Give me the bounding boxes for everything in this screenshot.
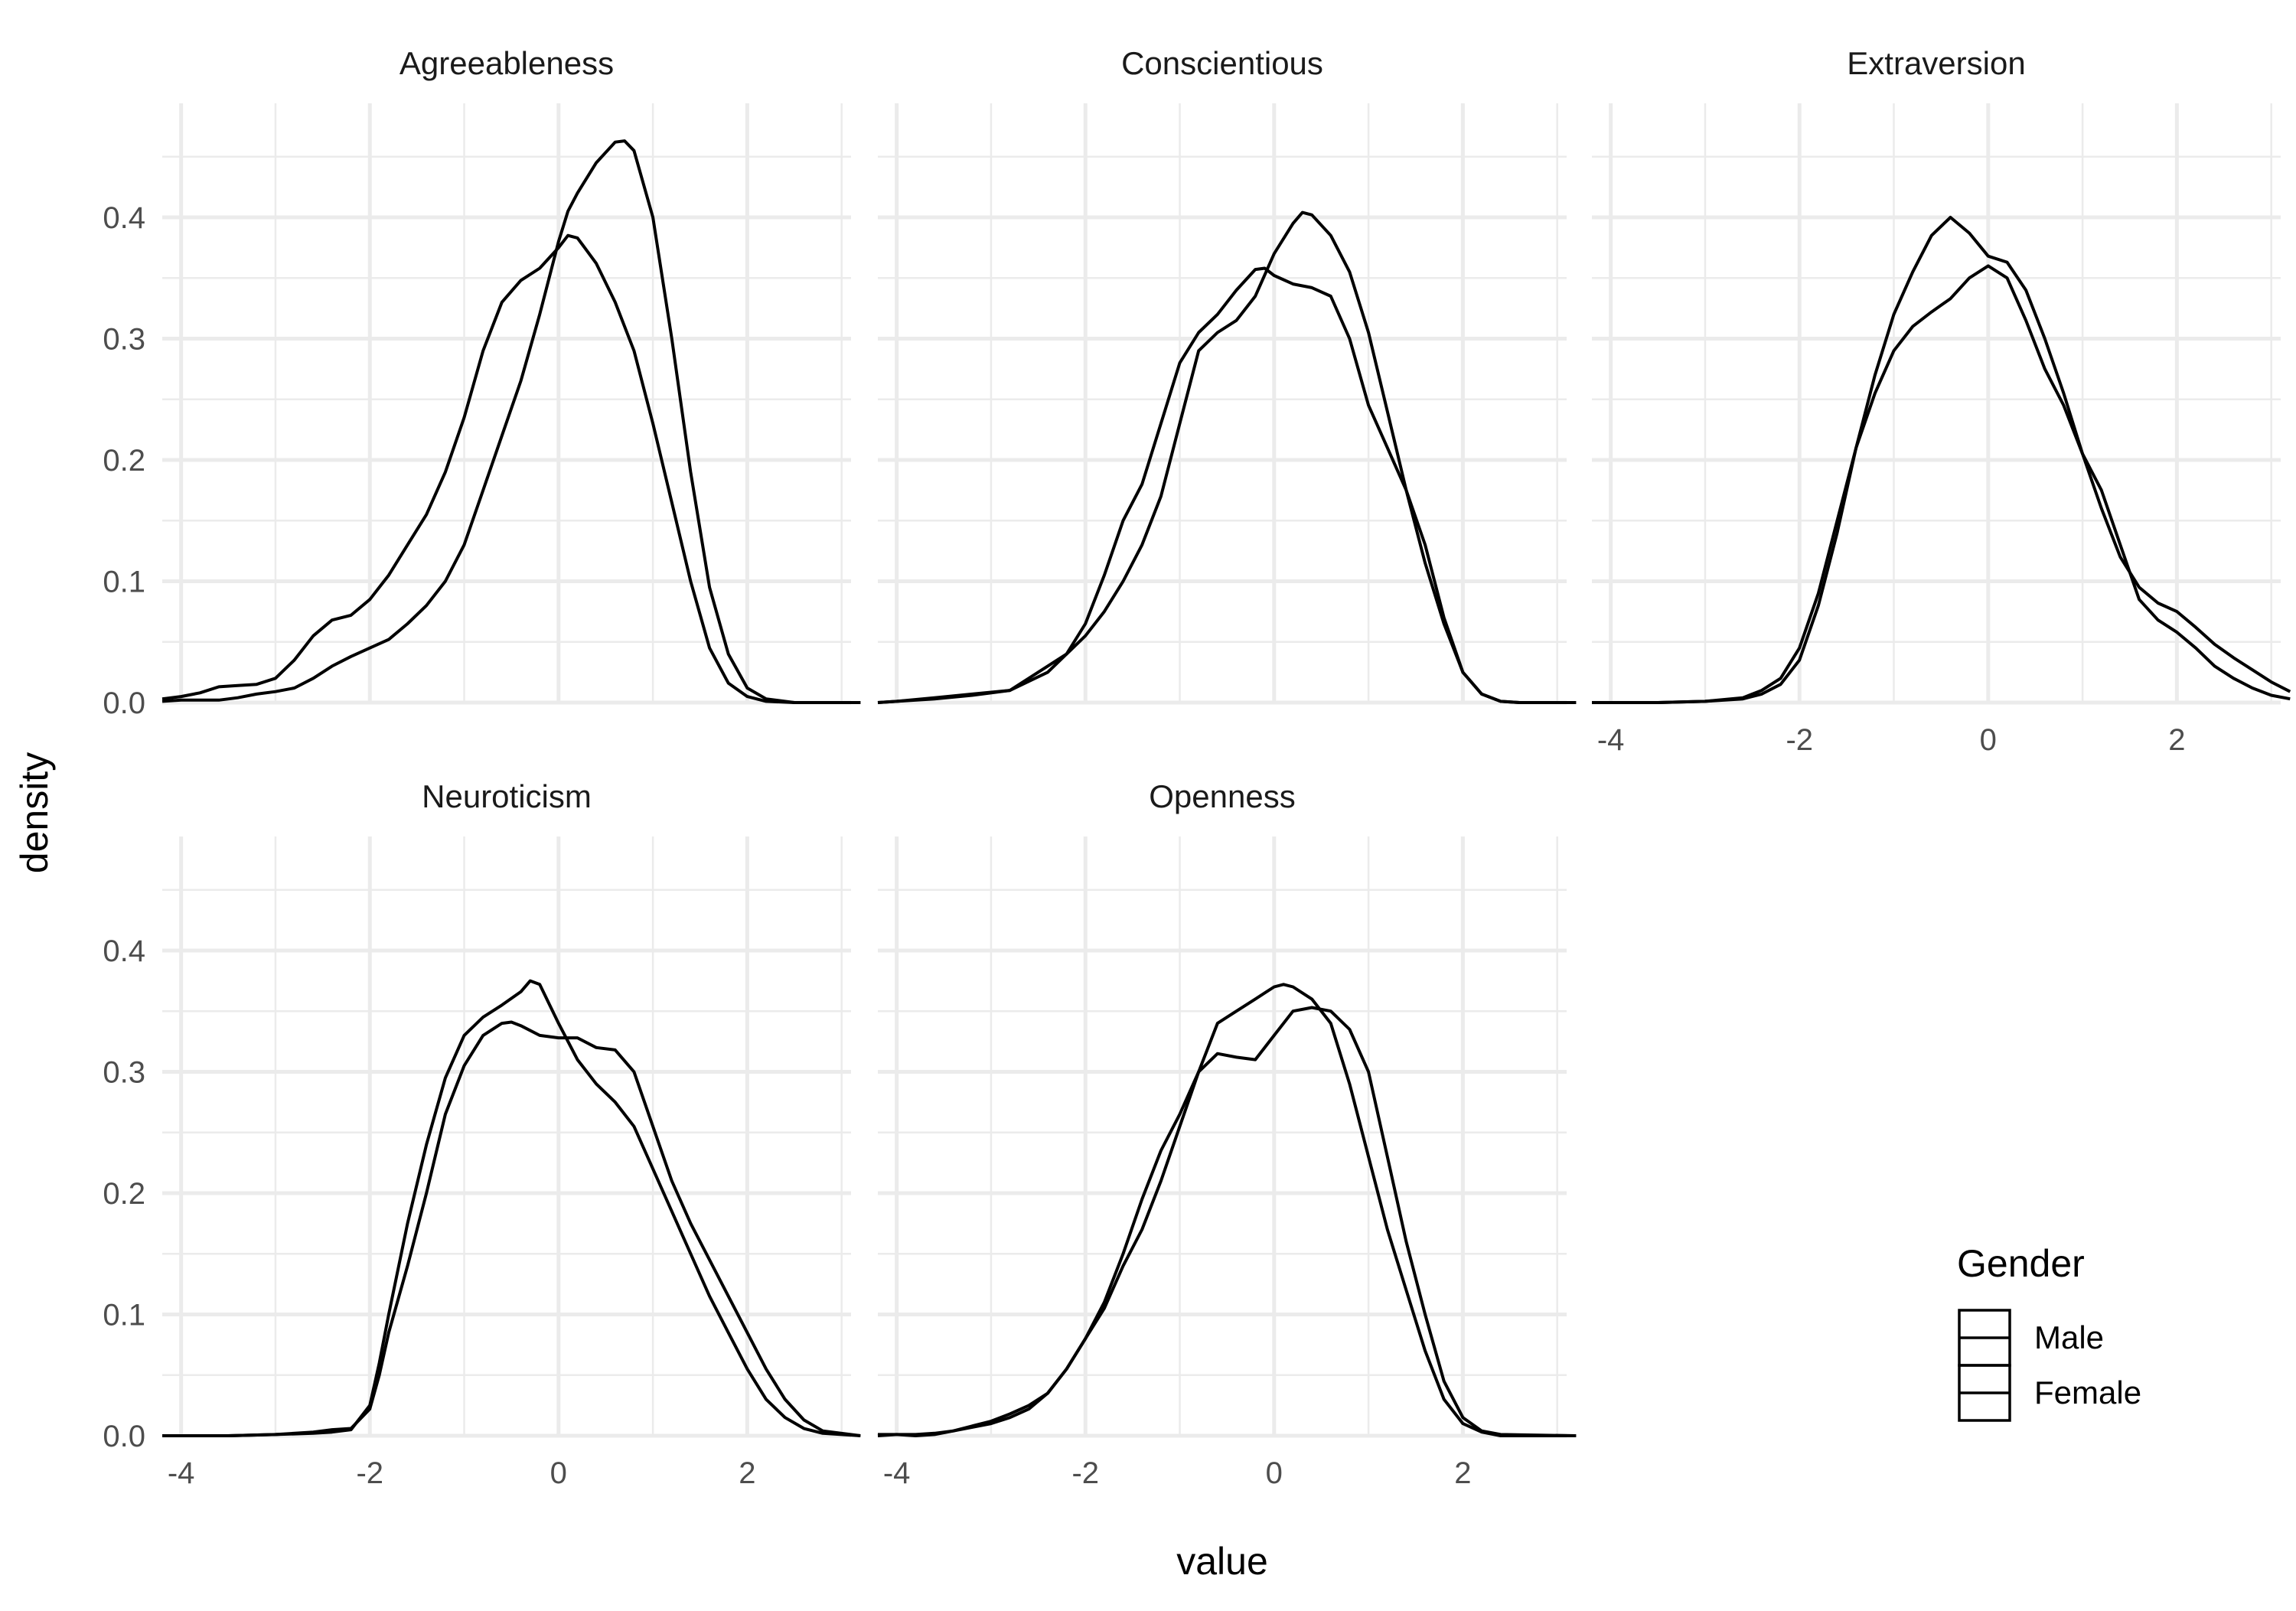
panel-title: Conscientious xyxy=(1121,45,1323,81)
density-line-male xyxy=(161,233,861,704)
x-tick-label: -2 xyxy=(1786,723,1813,757)
y-tick-label: 0.4 xyxy=(103,201,145,235)
y-tick-label: 0.2 xyxy=(103,1177,145,1211)
y-tick-label: 0.0 xyxy=(103,1420,145,1453)
legend: Gender Male Female xyxy=(1957,1242,2141,1422)
x-tick-label: 0 xyxy=(550,1456,567,1490)
x-tick-label: -4 xyxy=(1597,723,1625,757)
density-line-female xyxy=(877,1006,1577,1437)
y-tick-label: 0.3 xyxy=(103,1055,145,1089)
density-line-male xyxy=(877,266,1577,704)
panels-layer: Agreeableness 0.0 0.1 0.2 0.3 0.4 Conscientiou… xyxy=(103,45,2291,1490)
y-tick-label: 0.1 xyxy=(103,1298,145,1332)
density-line-male xyxy=(162,979,861,1437)
x-tick-label: -2 xyxy=(356,1456,383,1490)
panel-conscientious: Conscientious xyxy=(877,45,1577,705)
legend-label-male: Male xyxy=(2034,1319,2104,1355)
x-tick-label: -4 xyxy=(883,1456,911,1490)
panel-title: Neuroticism xyxy=(422,778,592,814)
x-axis-title: value xyxy=(1176,1540,1268,1583)
x-tick-label: 2 xyxy=(2168,723,2185,757)
density-line-female xyxy=(1592,264,2291,704)
panel-agreeableness: Agreeableness 0.0 0.1 0.2 0.3 0.4 xyxy=(103,45,861,720)
x-tick-label: 2 xyxy=(739,1456,755,1490)
panel-neuroticism: Neuroticism 0.0 0.1 0.2 0.3 0.4 -4 -2 0 2 xyxy=(103,778,861,1490)
legend-title: Gender xyxy=(1957,1242,2085,1285)
legend-label-female: Female xyxy=(2034,1375,2141,1410)
x-tick-label: -2 xyxy=(1071,1456,1099,1490)
density-line-male xyxy=(1592,216,2291,704)
x-tick-label: 2 xyxy=(1454,1456,1471,1490)
y-tick-label: 0.1 xyxy=(103,565,145,598)
panel-title: Agreeableness xyxy=(400,45,614,81)
panel-openness: Openness -4 -2 0 2 xyxy=(877,778,1577,1490)
y-tick-label: 0.2 xyxy=(103,444,145,478)
density-line-female xyxy=(162,1020,861,1437)
x-tick-label: 0 xyxy=(1980,723,1997,757)
x-tick-label: -4 xyxy=(168,1456,195,1490)
y-tick-label: 0.0 xyxy=(103,686,145,720)
y-tick-label: 0.4 xyxy=(103,934,145,968)
panel-extraversion: Extraversion -4 -2 0 2 xyxy=(1592,45,2291,757)
panel-title: Openness xyxy=(1149,778,1295,814)
density-line-female xyxy=(877,210,1577,704)
density-line-male xyxy=(878,983,1577,1437)
y-axis-title: density xyxy=(13,752,56,873)
panel-title: Extraversion xyxy=(1847,45,2025,81)
x-tick-label: 0 xyxy=(1266,1456,1283,1490)
density-line-female xyxy=(161,139,861,704)
y-tick-label: 0.3 xyxy=(103,322,145,356)
